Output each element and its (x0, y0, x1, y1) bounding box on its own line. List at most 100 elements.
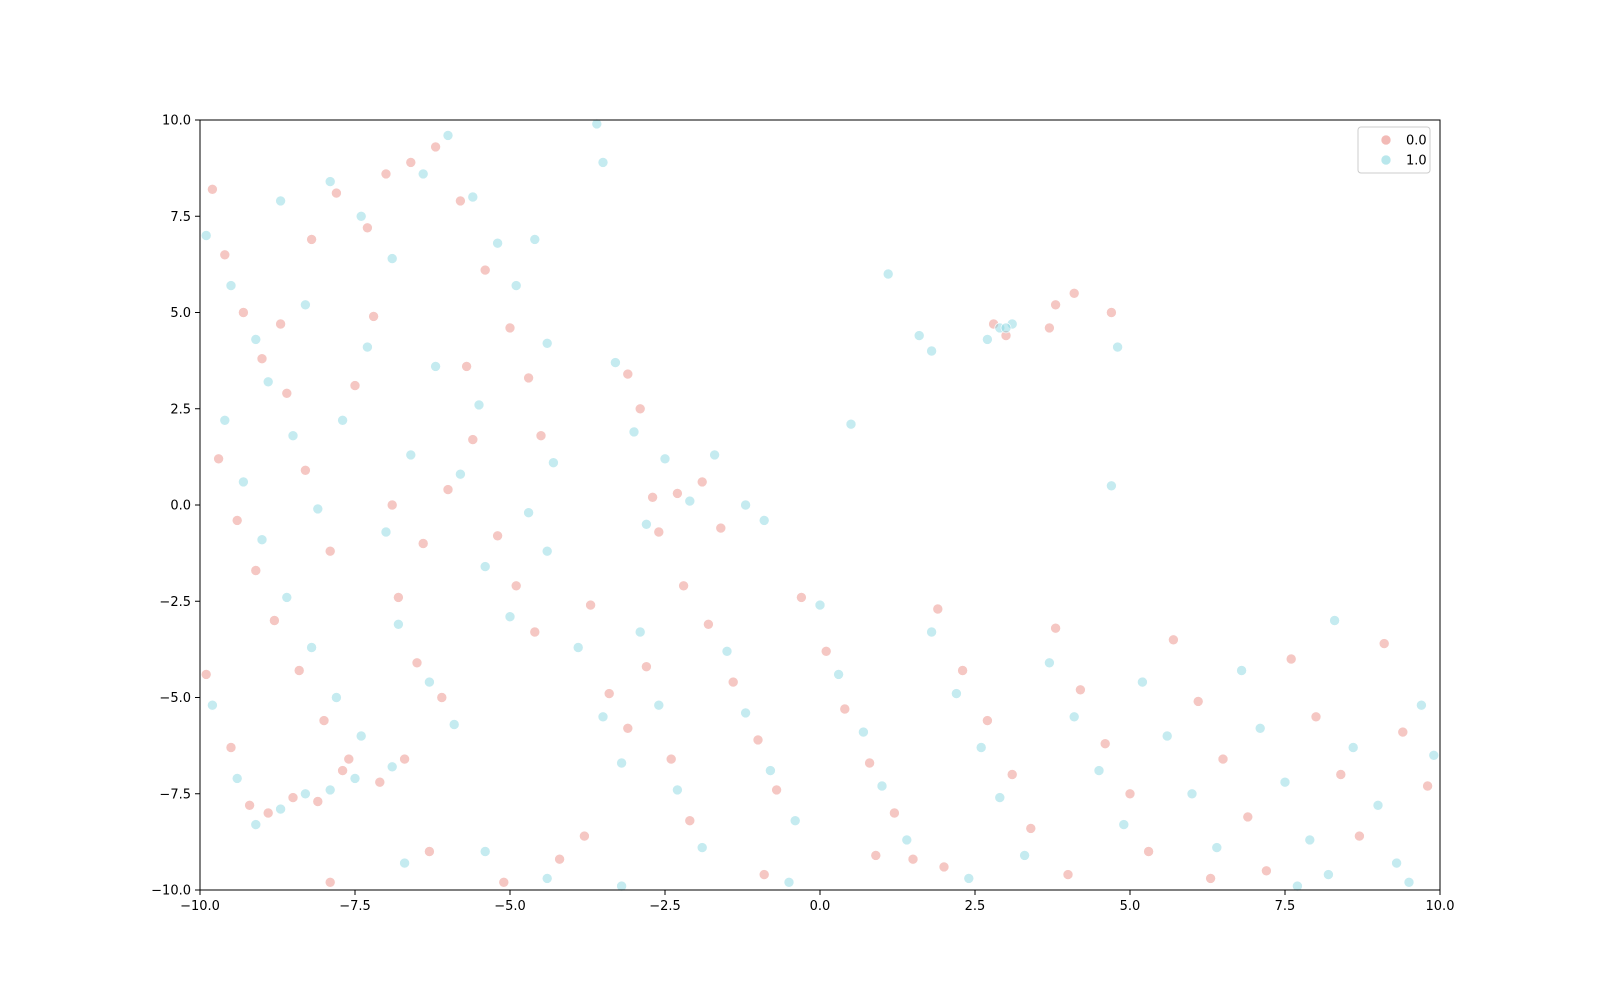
data-point (845, 418, 857, 430)
x-tick-label: 7.5 (1275, 899, 1296, 914)
data-point (641, 661, 652, 673)
data-point (324, 545, 336, 557)
data-point (324, 784, 336, 796)
data-point (331, 692, 342, 703)
data-point (696, 476, 708, 488)
data-point (1000, 330, 1012, 341)
data-point (616, 880, 627, 892)
data-point (1310, 711, 1322, 723)
data-point (207, 699, 218, 711)
legend-label: 1.0 (1406, 154, 1427, 169)
data-point (1329, 615, 1340, 626)
data-point (368, 311, 379, 322)
data-point (1168, 634, 1179, 646)
data-point (634, 403, 646, 415)
data-point (672, 488, 683, 499)
data-point (1025, 823, 1037, 834)
data-point (951, 688, 962, 699)
data-point (523, 372, 534, 384)
data-point (1217, 753, 1229, 765)
data-point (758, 869, 770, 880)
data-point (300, 299, 311, 311)
data-point (982, 715, 993, 726)
y-tick-label: 10.0 (162, 114, 191, 129)
data-point (610, 357, 621, 368)
data-point (758, 515, 770, 526)
data-point (275, 195, 286, 207)
data-point (889, 807, 900, 819)
series-1.0 (200, 118, 1440, 892)
data-point (231, 515, 243, 526)
data-point (510, 280, 522, 291)
data-point (752, 734, 764, 746)
data-point (659, 453, 671, 465)
data-point (1068, 711, 1080, 723)
data-point (1112, 341, 1123, 353)
data-point (256, 353, 268, 365)
data-point (492, 237, 503, 249)
data-point (207, 184, 218, 195)
data-point (405, 157, 417, 168)
data-point (963, 873, 975, 884)
data-point (913, 330, 925, 341)
legend-box (1357, 126, 1431, 174)
data-point (628, 426, 640, 438)
data-point (386, 499, 398, 511)
data-point (982, 334, 993, 345)
data-point (1106, 480, 1117, 492)
data-point (411, 657, 423, 669)
data-point (839, 703, 851, 715)
data-point (603, 688, 615, 699)
data-point (715, 522, 727, 534)
data-point (814, 599, 826, 611)
data-point (399, 753, 410, 765)
data-point (424, 676, 435, 688)
data-point (1211, 842, 1223, 853)
data-point (1000, 322, 1012, 334)
data-point (1192, 696, 1204, 707)
data-point (1242, 811, 1254, 823)
data-point (467, 191, 479, 203)
data-point (219, 249, 231, 261)
data-point (399, 857, 410, 869)
data-point (1292, 880, 1303, 892)
data-point (244, 799, 255, 811)
points-layer (200, 118, 1440, 892)
data-point (1050, 299, 1061, 311)
data-point (820, 645, 832, 657)
x-tick-label: 0.0 (810, 899, 831, 914)
data-point (393, 592, 404, 603)
y-axis: −10.0 −7.5 −5.0 −2.5 0.0 2.5 5.0 7.5 10.0 (151, 114, 200, 899)
data-point (907, 853, 919, 865)
data-point (740, 707, 751, 719)
data-point (529, 234, 541, 245)
data-point (771, 784, 782, 796)
data-point (504, 611, 516, 623)
data-point (1279, 776, 1291, 788)
data-point (672, 784, 683, 796)
data-point (597, 711, 609, 723)
series-0.0 (200, 141, 1433, 888)
data-point (200, 669, 212, 680)
data-point (300, 464, 311, 476)
data-point (1403, 876, 1415, 888)
data-point (653, 526, 665, 538)
data-point (1347, 742, 1359, 753)
data-point (386, 761, 398, 773)
data-point (250, 565, 262, 576)
data-point (535, 430, 547, 442)
data-point (337, 414, 348, 426)
data-point (337, 765, 348, 776)
data-point (355, 211, 367, 222)
data-point (275, 803, 286, 815)
data-point (622, 368, 634, 380)
data-point (492, 530, 503, 542)
data-point (355, 730, 367, 742)
data-point (1099, 738, 1111, 750)
x-tick-label: −10.0 (180, 899, 220, 914)
data-point (783, 876, 795, 888)
legend-label: 0.0 (1406, 134, 1427, 149)
data-point (231, 773, 243, 784)
data-point (926, 626, 937, 638)
data-point (1205, 873, 1216, 884)
